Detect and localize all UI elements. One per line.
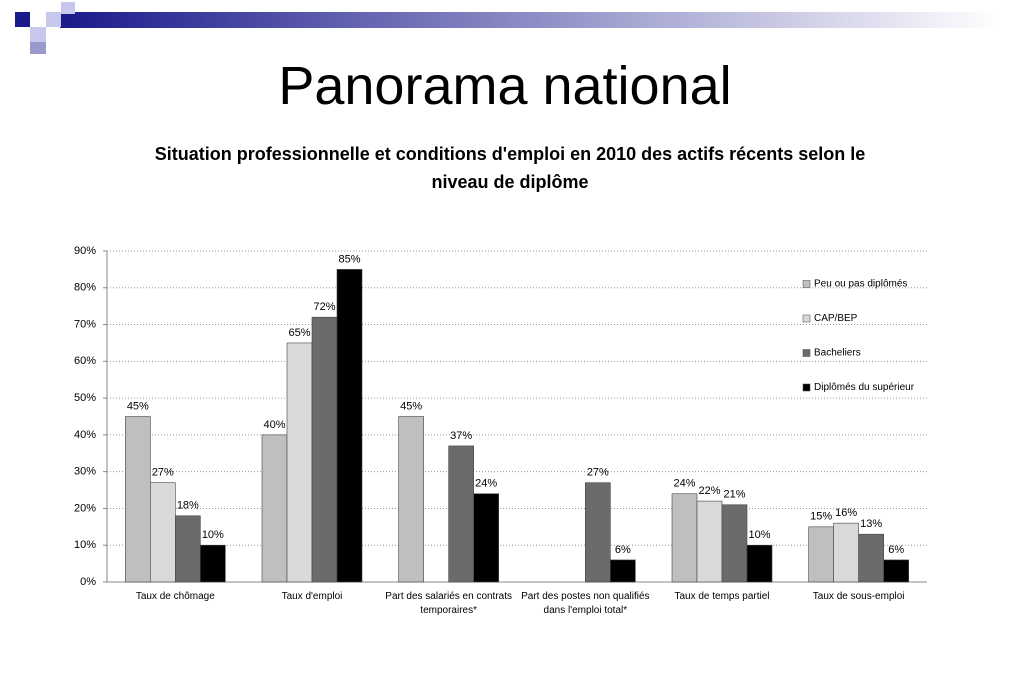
x-tick-label: Taux de chômage [135, 591, 215, 602]
deco-square [30, 27, 46, 42]
data-label: 10% [202, 529, 224, 541]
data-label: 85% [338, 253, 360, 265]
data-label: 24% [673, 478, 695, 490]
bar [585, 482, 611, 583]
data-label: 45% [127, 400, 149, 412]
data-label: 40% [263, 419, 285, 431]
bar [721, 504, 748, 583]
bar [150, 482, 176, 583]
bar [175, 515, 201, 583]
y-tick-label: 40% [74, 429, 96, 441]
data-label: 72% [313, 301, 335, 313]
data-label: 10% [748, 529, 770, 541]
legend-swatch [802, 383, 811, 392]
legend-label: Diplômés du supérieur [814, 382, 915, 393]
x-tick-label: Part des postes non qualifiés dans l'emp… [521, 591, 650, 616]
data-label: 24% [475, 478, 497, 490]
data-label: 6% [888, 544, 904, 556]
y-tick-label: 10% [74, 539, 96, 551]
bar [696, 500, 723, 583]
y-tick-label: 70% [74, 318, 96, 330]
legend-label: Peu ou pas diplômés [814, 279, 907, 290]
bar [858, 533, 884, 583]
deco-square [15, 12, 30, 27]
y-tick-label: 60% [74, 355, 96, 367]
bar [200, 544, 226, 583]
data-label: 37% [450, 430, 472, 442]
y-tick-label: 80% [74, 282, 96, 294]
y-tick-label: 90% [74, 245, 96, 257]
bar [833, 522, 859, 583]
data-label: 6% [615, 544, 631, 556]
header-bar [60, 12, 1000, 28]
slide-title: Panorama national [278, 56, 732, 116]
bar [610, 559, 636, 583]
data-label: 65% [288, 327, 310, 339]
bar [336, 269, 363, 583]
data-label: 18% [177, 500, 199, 512]
bar [311, 316, 338, 583]
data-label: 21% [723, 489, 745, 501]
bar [746, 544, 773, 583]
data-label: 13% [860, 518, 882, 530]
deco-square [30, 42, 46, 54]
y-tick-label: 0% [80, 576, 96, 588]
data-label: 27% [587, 467, 609, 479]
legend-swatch [802, 314, 811, 323]
legend-label: CAP/BEP [814, 313, 858, 324]
data-label: 22% [698, 485, 720, 497]
data-label: 15% [810, 511, 832, 523]
data-label: 45% [400, 400, 422, 412]
bar [125, 416, 151, 583]
bar [286, 342, 313, 583]
chart-title: Situation professionnelle et conditions … [154, 144, 866, 192]
x-tick-label: Taux de temps partiel [674, 591, 770, 602]
x-tick-label: Taux de sous-emploi [812, 591, 905, 602]
bar [261, 434, 288, 583]
x-tick-label: Part des salariés en contrats temporaire… [385, 591, 513, 616]
data-label: 16% [835, 507, 857, 519]
data-label: 27% [152, 467, 174, 479]
legend-label: Bacheliers [814, 348, 861, 359]
bar [448, 445, 474, 583]
legend-swatch [802, 280, 811, 288]
bar [398, 416, 424, 583]
legend-swatch [802, 349, 811, 357]
deco-square [61, 2, 75, 14]
deco-square [46, 12, 61, 27]
y-tick-label: 30% [74, 466, 96, 478]
bar [883, 559, 909, 583]
y-tick-label: 50% [74, 392, 96, 404]
y-tick-label: 20% [74, 502, 96, 514]
x-tick-label: Taux d'emploi [281, 591, 343, 602]
bar [808, 526, 834, 583]
bar [473, 493, 499, 583]
bar [671, 493, 698, 583]
